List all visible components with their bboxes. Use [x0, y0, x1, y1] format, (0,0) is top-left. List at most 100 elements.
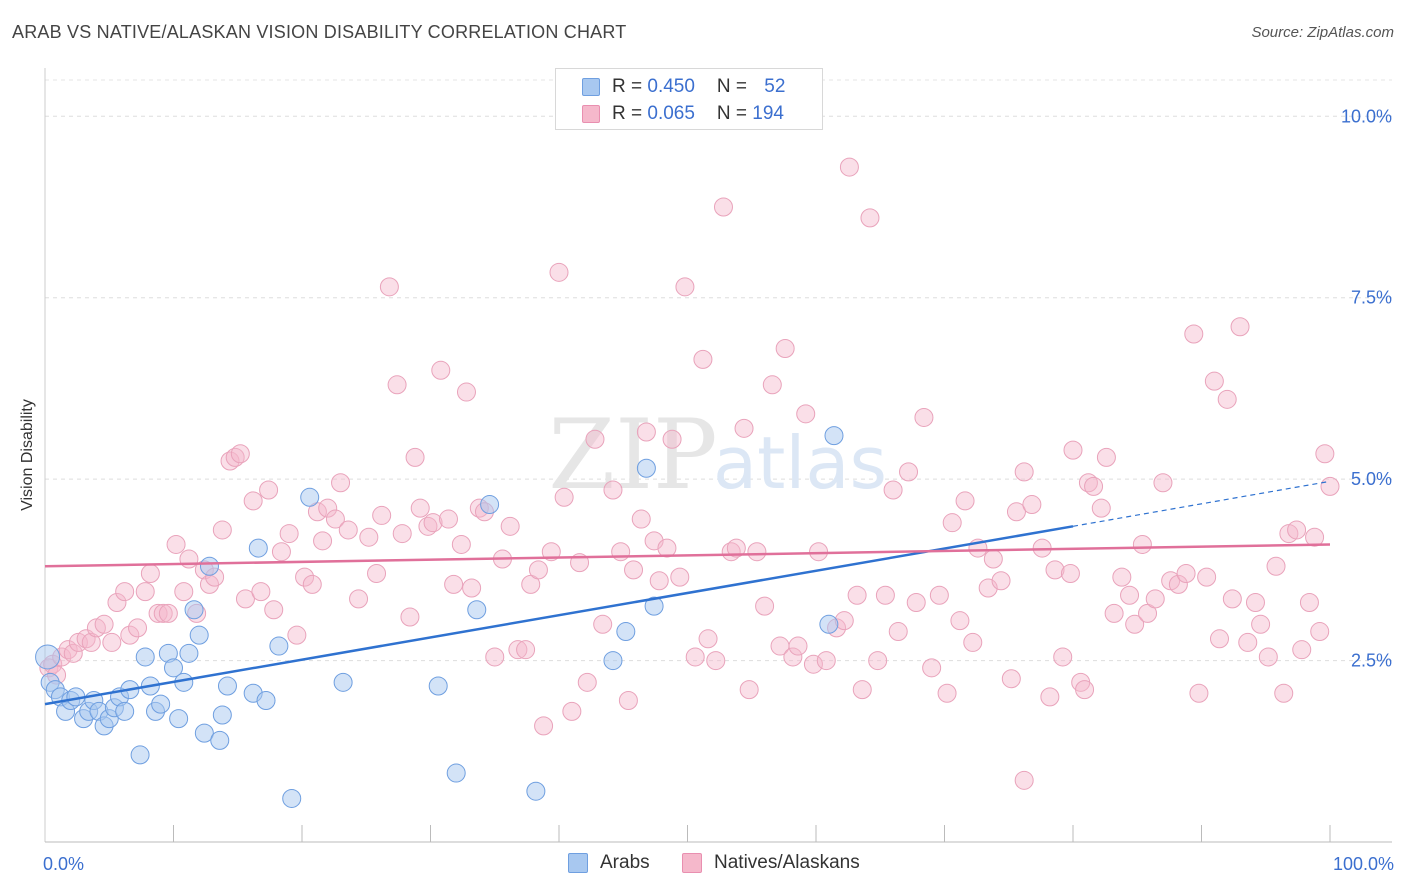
native-point	[1315, 444, 1335, 464]
native-point	[179, 549, 199, 569]
native-point	[1001, 669, 1021, 689]
native-point	[212, 520, 232, 540]
native-point	[762, 375, 782, 395]
native-point	[1230, 317, 1250, 337]
native-point	[338, 520, 358, 540]
legend-item-natives[interactable]: Natives/Alaskans	[682, 852, 860, 874]
native-point	[585, 429, 605, 449]
native-point	[1238, 632, 1258, 652]
arab-point	[194, 723, 214, 743]
native-point	[983, 549, 1003, 569]
native-point	[1299, 593, 1319, 613]
stats-legend: R = 0.450 N = 52 R = 0.065 N = 194	[555, 68, 823, 130]
native-point	[834, 611, 854, 631]
native-point	[1075, 680, 1095, 700]
y-tick-label: 2.5%	[1351, 651, 1392, 671]
native-point	[852, 680, 872, 700]
legend-item-arabs[interactable]: Arabs	[568, 852, 650, 874]
native-point	[516, 640, 536, 660]
arabs-trend-extension	[1072, 480, 1331, 527]
native-point	[271, 542, 291, 562]
native-point	[1153, 473, 1173, 493]
native-point	[554, 487, 574, 507]
chart-title: ARAB VS NATIVE/ALASKAN VISION DISABILITY…	[12, 22, 627, 42]
native-point	[713, 197, 733, 217]
native-point	[264, 600, 284, 620]
native-point	[462, 578, 482, 598]
native-point	[372, 505, 392, 525]
native-point	[1189, 683, 1209, 703]
native-point	[706, 651, 726, 671]
native-point	[1305, 527, 1325, 547]
arab-point	[819, 614, 839, 634]
arab-point	[248, 538, 268, 558]
native-point	[991, 571, 1011, 591]
native-point	[809, 542, 829, 562]
arab-point	[428, 676, 448, 696]
n-value-arabs: 52	[764, 76, 786, 97]
series-arabs-points	[35, 426, 844, 808]
native-point	[1022, 495, 1042, 515]
native-point	[225, 447, 245, 467]
natives-trend-line	[44, 543, 1331, 568]
native-point	[438, 509, 458, 529]
native-point	[955, 491, 975, 511]
native-point	[603, 480, 623, 500]
native-point	[922, 658, 942, 678]
arab-point	[644, 596, 664, 616]
native-point	[500, 516, 520, 536]
arab-point	[35, 644, 61, 670]
native-point	[359, 527, 379, 547]
native-point	[839, 157, 859, 177]
native-point	[847, 585, 867, 605]
native-point	[313, 531, 333, 551]
native-point	[423, 513, 443, 533]
arab-point	[480, 495, 500, 515]
native-point	[875, 585, 895, 605]
axes	[44, 68, 1392, 843]
native-point	[251, 582, 271, 602]
native-point	[796, 404, 816, 424]
native-point	[1006, 502, 1026, 522]
tick-labels: 2.5% 5.0% 7.5% 10.0% 0.0% 100.0%	[43, 106, 1394, 874]
native-point	[747, 542, 767, 562]
native-point	[318, 498, 338, 518]
native-point	[230, 444, 250, 464]
native-point	[444, 574, 464, 594]
native-point	[331, 473, 351, 493]
native-point	[624, 560, 644, 580]
native-point	[1176, 563, 1196, 583]
native-point	[888, 622, 908, 642]
native-point	[868, 651, 888, 671]
arab-point	[282, 788, 302, 808]
arab-point	[603, 651, 623, 671]
native-point	[1091, 498, 1111, 518]
native-point	[618, 690, 638, 710]
native-point	[1014, 770, 1034, 790]
native-point	[1104, 603, 1124, 623]
native-point	[1145, 589, 1165, 609]
native-point	[287, 625, 307, 645]
native-point	[58, 640, 78, 660]
native-point	[456, 382, 476, 402]
native-point	[816, 651, 836, 671]
native-point	[593, 614, 613, 634]
native-point	[1112, 567, 1132, 587]
native-point	[549, 262, 569, 282]
native-point	[1040, 687, 1060, 707]
native-point	[295, 567, 315, 587]
arab-point	[616, 622, 636, 642]
native-point	[392, 524, 412, 544]
native-point	[662, 429, 682, 449]
arab-point	[135, 647, 155, 667]
native-point	[657, 538, 677, 558]
native-point	[685, 647, 705, 667]
native-point	[1063, 440, 1083, 460]
arab-point	[199, 556, 219, 576]
native-point	[410, 498, 430, 518]
native-point	[153, 603, 173, 623]
native-point	[94, 614, 114, 634]
native-point	[755, 596, 775, 616]
arabs-trend-line	[44, 525, 1074, 706]
